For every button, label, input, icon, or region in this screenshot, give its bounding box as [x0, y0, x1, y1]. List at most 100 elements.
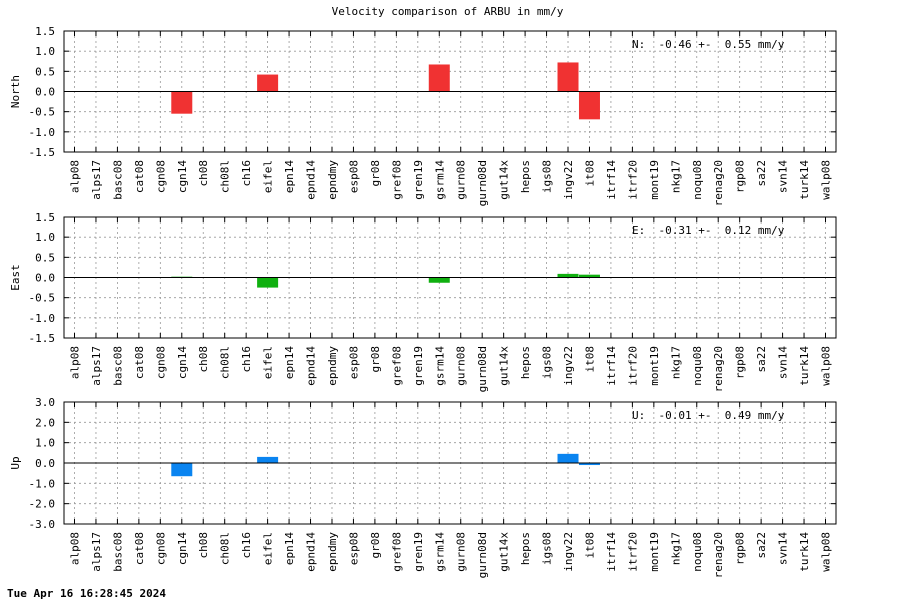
x-tick-label: sa22: [755, 160, 768, 187]
x-tick-label: gurn08d: [476, 532, 489, 578]
x-tick-label: gref08: [390, 532, 403, 572]
y-tick-label: 0.5: [35, 65, 55, 78]
x-tick-label: gut14x: [498, 532, 511, 572]
bar-it08: [578, 91, 600, 120]
y-tick-label: 1.0: [35, 231, 55, 244]
x-tick-label: alp08: [69, 160, 82, 193]
y-tick-label: 0.5: [35, 251, 55, 264]
x-tick-label: svn14: [777, 160, 790, 193]
x-tick-label: epn14: [283, 160, 296, 193]
page-title: Velocity comparison of ARBU in mm/y: [331, 5, 564, 18]
panel-east: 1.5 1.0 0.5 0.0 -0.5 -1.0 -1.5 alp08 alps17 basc0…: [9, 211, 837, 392]
x-tick-label: itrf20: [626, 532, 639, 572]
bar-cgn14: [171, 91, 193, 114]
x-tick-label: svn14: [777, 532, 790, 565]
x-tick-label: renag20: [712, 532, 725, 578]
x-tick-label: gsrm14: [433, 160, 446, 200]
x-tick-label: eifel: [262, 532, 275, 565]
x-tick-label: turk14: [798, 532, 811, 572]
x-tick-label: gref08: [390, 346, 403, 386]
y-tick-label: -1.0: [29, 477, 56, 490]
x-tick-label: alp08: [69, 532, 82, 565]
x-tick-label: it08: [583, 532, 596, 559]
panel-up: 3.0 2.0 1.0 0.0 -1.0 -2.0 -3.0 alp08 alps17 basc0…: [9, 396, 837, 578]
x-tick-label: itrf14: [605, 160, 618, 200]
plot-frame: [63, 216, 837, 339]
x-tick-label: epnd14: [305, 532, 318, 572]
y-tick-label: 1.0: [35, 45, 55, 58]
x-tick-label: walp08: [820, 346, 833, 386]
x-tick-label: cat08: [133, 346, 146, 379]
x-tick-label: renag20: [712, 346, 725, 392]
x-tick-label: mont19: [648, 532, 661, 572]
bar-it08: [578, 463, 600, 466]
plot-frame: [63, 401, 837, 525]
x-tick-label: rgp08: [734, 346, 747, 379]
x-tick-label: ch08: [197, 160, 210, 187]
x-tick-label: ch16: [240, 346, 253, 373]
x-tick-label: noqu08: [691, 346, 704, 386]
x-tick-label: svn14: [777, 346, 790, 379]
y-tick-label: -0.5: [29, 292, 56, 305]
x-tick-label: ingv22: [562, 346, 575, 386]
x-tick-label: it08: [583, 346, 596, 373]
x-tick-label: epn14: [283, 532, 296, 565]
y-tick-label: -2.0: [29, 498, 56, 511]
x-tick-label: eifel: [262, 346, 275, 379]
bar-gsrm14: [428, 64, 450, 92]
bar-cgn14: [171, 463, 193, 477]
x-tick-label: mont19: [648, 346, 661, 386]
x-tick-label: gut14x: [498, 346, 511, 386]
y-tick-label: 0.0: [35, 457, 55, 470]
stats-annotation: N: -0.46 +- 0.55 mm/y: [632, 38, 785, 51]
x-tick-label: ch16: [240, 532, 253, 559]
x-tick-label: gr08: [369, 160, 382, 187]
x-tick-label: noqu08: [691, 160, 704, 200]
x-tick-label: nkg17: [669, 346, 682, 379]
x-tick-label: epnd14: [305, 346, 318, 386]
x-tick-label: gren19: [412, 532, 425, 572]
x-tick-label: gsrm14: [433, 532, 446, 572]
x-tick-label: gurn08d: [476, 160, 489, 206]
x-tick-label: walp08: [820, 532, 833, 572]
x-tick-label: gren19: [412, 160, 425, 200]
y-tick-label: -1.5: [29, 332, 56, 345]
x-tick-label: noqu08: [691, 532, 704, 572]
x-tick-label: mont19: [648, 160, 661, 200]
y-tick-label: 2.0: [35, 416, 55, 429]
y-tick-label: 3.0: [35, 396, 55, 409]
y-tick-label: 0.0: [35, 272, 55, 285]
x-tick-label: epnd14: [305, 160, 318, 200]
x-tick-label: gr08: [369, 532, 382, 559]
x-tick-label: gurn08: [455, 346, 468, 386]
x-tick-label: itrf14: [605, 532, 618, 572]
y-tick-label: -1.0: [29, 312, 56, 325]
x-tick-label: hepos: [519, 346, 532, 379]
x-tick-label: gsrm14: [433, 346, 446, 386]
x-tick-label: walp08: [820, 160, 833, 200]
x-tick-label: itrf20: [626, 346, 639, 386]
x-tick-label: eifel: [262, 160, 275, 193]
x-tick-label: esp08: [347, 346, 360, 379]
x-tick-label: cgn14: [176, 160, 189, 193]
x-tick-label: sa22: [755, 532, 768, 559]
x-tick-label: gurn08: [455, 532, 468, 572]
x-tick-label: igs08: [541, 346, 554, 379]
x-tick-label: epndmy: [326, 532, 339, 572]
panel-north: 1.5 1.0 0.5 0.0 -0.5 -1.0 -1.5 alp08 alps17 basc0…: [9, 25, 837, 206]
x-tick-label: epndmy: [326, 346, 339, 386]
x-tick-label: cgn14: [176, 532, 189, 565]
x-tick-label: renag20: [712, 160, 725, 206]
x-tick-label: cat08: [133, 532, 146, 565]
x-tick-label: ingv22: [562, 160, 575, 200]
x-tick-label: alps17: [90, 346, 103, 386]
y-tick-label: 1.5: [35, 211, 55, 224]
x-tick-label: gren19: [412, 346, 425, 386]
x-tick-label: sa22: [755, 346, 768, 373]
x-tick-label: ch16: [240, 160, 253, 187]
y-tick-label: -1.0: [29, 126, 56, 139]
x-tick-label: gurn08: [455, 160, 468, 200]
x-tick-label: cat08: [133, 160, 146, 193]
x-tick-label: igs08: [541, 532, 554, 565]
